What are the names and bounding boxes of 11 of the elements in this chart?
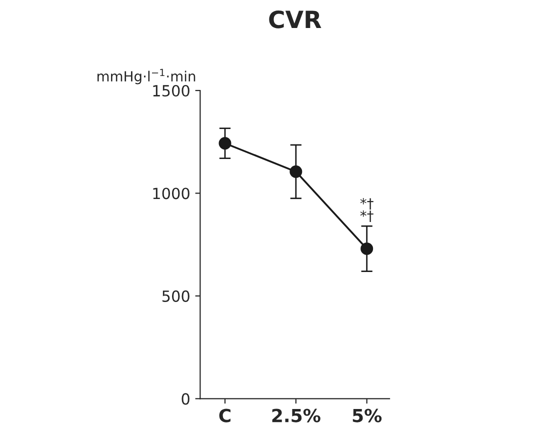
annotation: *† *† xyxy=(360,198,374,222)
y-tick-label: 500 xyxy=(162,290,190,302)
chart-title: CVR xyxy=(269,10,322,28)
y-tick-label: 1000 xyxy=(153,188,190,200)
y-tick-label: 0 xyxy=(182,393,190,405)
x-tick-label: 2.5% xyxy=(272,408,320,422)
y-axis-title: mmHg·l$^{−1}$·min xyxy=(98,68,196,84)
y-tick-label: 1500 xyxy=(153,84,190,97)
x-tick-label: C xyxy=(219,408,230,422)
point xyxy=(218,137,232,150)
x-tick-label: 5% xyxy=(352,408,382,422)
